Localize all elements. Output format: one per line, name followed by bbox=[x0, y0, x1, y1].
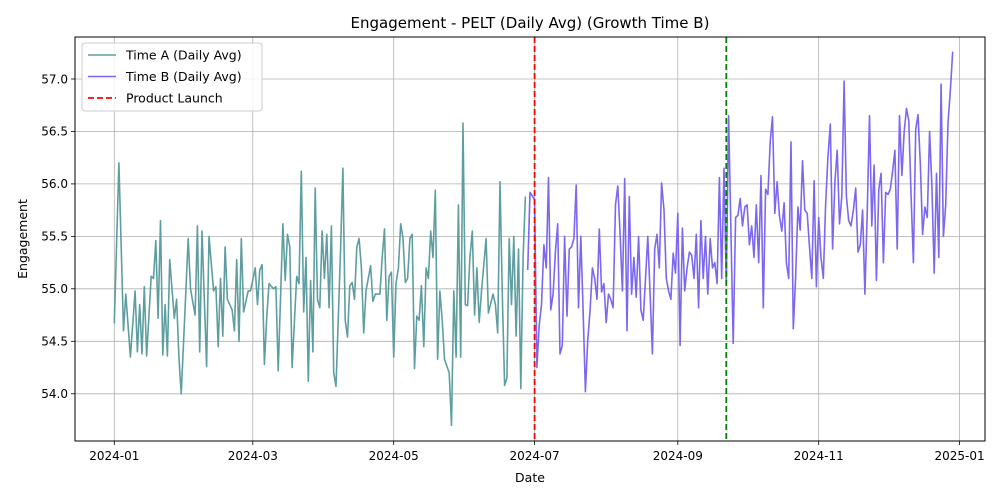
event-lines bbox=[533, 37, 728, 441]
y-tick-label: 55.5 bbox=[41, 230, 68, 244]
chart-title: Engagement - PELT (Daily Avg) (Growth Ti… bbox=[351, 14, 710, 32]
legend-box bbox=[81, 42, 263, 112]
y-axis-ticks: 54.0 54.5 55.0 55.5 56.0 56.5 57.0 bbox=[41, 72, 75, 401]
y-tick-label: 54.0 bbox=[41, 387, 68, 401]
x-tick-label: 2024-03 bbox=[228, 449, 278, 463]
plot-frame bbox=[74, 36, 986, 442]
legend: Time A (Daily Avg) Time B (Daily Avg) Pr… bbox=[81, 42, 263, 112]
x-tick-label: 2024-07 bbox=[510, 449, 560, 463]
y-tick-label: 54.5 bbox=[41, 335, 68, 349]
x-tick-label: 2024-11 bbox=[794, 449, 844, 463]
y-tick-label: 57.0 bbox=[41, 72, 68, 86]
legend-label-product-launch: Product Launch bbox=[126, 91, 223, 106]
series-line-time-b bbox=[526, 51, 954, 393]
x-axis-title: Date bbox=[515, 470, 545, 485]
x-tick-label: 2024-09 bbox=[653, 449, 703, 463]
y-tick-label: 56.0 bbox=[41, 177, 68, 191]
x-tick-label: 2025-01 bbox=[935, 449, 985, 463]
series-line-time-a bbox=[113, 122, 527, 427]
x-axis-ticks: 2024-01 2024-03 2024-05 2024-07 2024-09 2024-… bbox=[89, 441, 985, 463]
x-tick-label: 2024-01 bbox=[89, 449, 139, 463]
x-tick-label: 2024-05 bbox=[369, 449, 419, 463]
series-lines bbox=[113, 51, 954, 427]
y-tick-label: 56.5 bbox=[41, 125, 68, 139]
y-axis-title: Engagement bbox=[15, 199, 30, 279]
legend-label-time-a: Time A (Daily Avg) bbox=[125, 48, 242, 63]
y-tick-label: 55.0 bbox=[41, 282, 68, 296]
legend-label-time-b: Time B (Daily Avg) bbox=[125, 69, 242, 84]
